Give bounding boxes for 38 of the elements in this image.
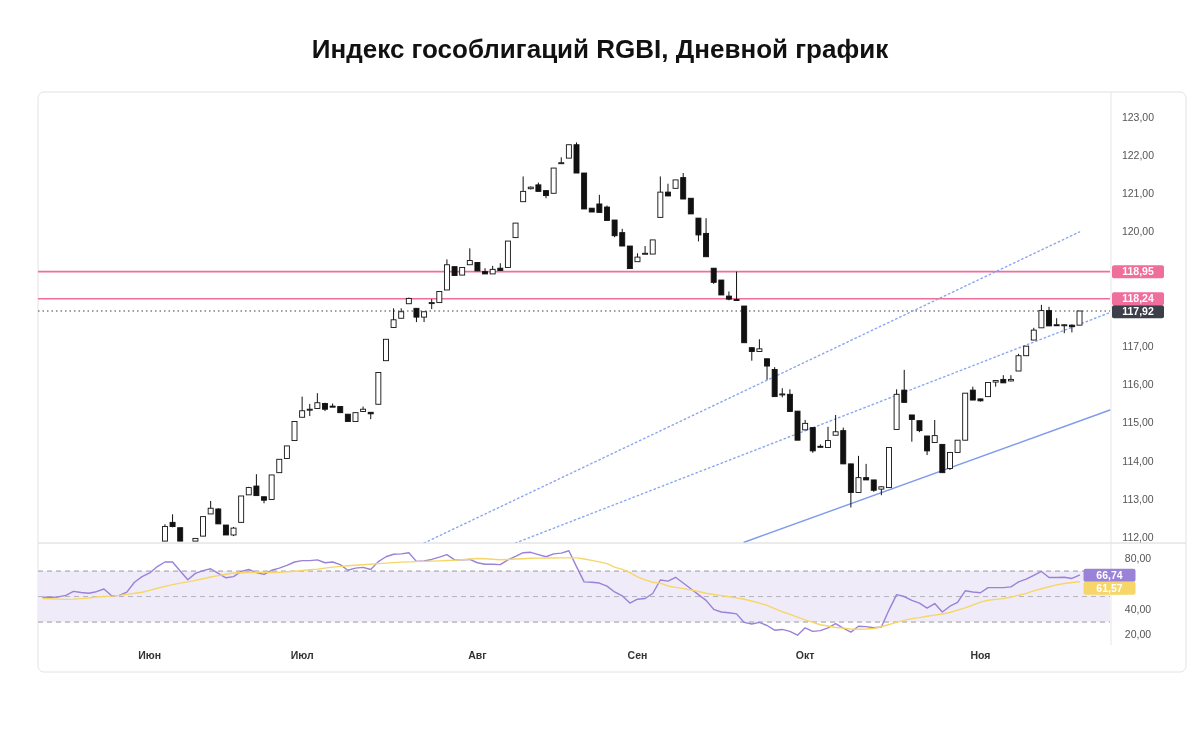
y-tick-label: 116,00 [1122, 378, 1154, 391]
ref-line-label: 118,24 [1122, 292, 1154, 305]
candlestick [931, 419, 938, 443]
candlestick [299, 396, 306, 418]
y-tick-label: 20,00 [1124, 628, 1152, 641]
y-tick-label: 114,00 [1122, 454, 1154, 467]
candlestick [764, 358, 770, 381]
x-tick-label: Окт [795, 649, 815, 661]
y-tick-label: 121,00 [1121, 186, 1155, 199]
x-tick-label: Июн [138, 649, 162, 661]
candlestick [642, 245, 649, 255]
chart-title: Индекс гособлигаций RGBI, Дневной график [311, 34, 890, 64]
candlestick [291, 420, 298, 442]
y-tick-label: 40,00 [1124, 602, 1152, 615]
y-tick-label: 80,00 [1124, 551, 1152, 564]
x-tick-label: Сен [627, 649, 648, 661]
x-tick-label: Ноя [970, 649, 991, 661]
y-tick-label: 117,00 [1122, 339, 1154, 352]
candlestick [383, 338, 389, 362]
data-label: 66,74 [1096, 568, 1123, 581]
candlestick [1007, 374, 1014, 382]
x-tick-label: Июл [290, 649, 314, 661]
candlestick [665, 183, 671, 197]
y-tick-label: 120,00 [1121, 225, 1155, 238]
y-tick-label: 123,00 [1121, 110, 1155, 123]
y-tick-label: 115,00 [1122, 416, 1154, 429]
ref-line-label: 118,95 [1122, 265, 1154, 278]
candlestick [200, 516, 206, 537]
candlestick [390, 307, 397, 328]
candlestick [908, 414, 915, 443]
data-label: 61,57 [1096, 581, 1123, 594]
y-tick-label: 112,00 [1122, 530, 1154, 543]
candlestick [520, 175, 527, 203]
ref-line-label: 117,92 [1122, 305, 1154, 318]
y-tick-label: 113,00 [1122, 492, 1154, 505]
y-tick-label: 122,00 [1121, 148, 1155, 161]
candlestick [924, 435, 931, 456]
x-tick-label: Авг [468, 649, 488, 661]
